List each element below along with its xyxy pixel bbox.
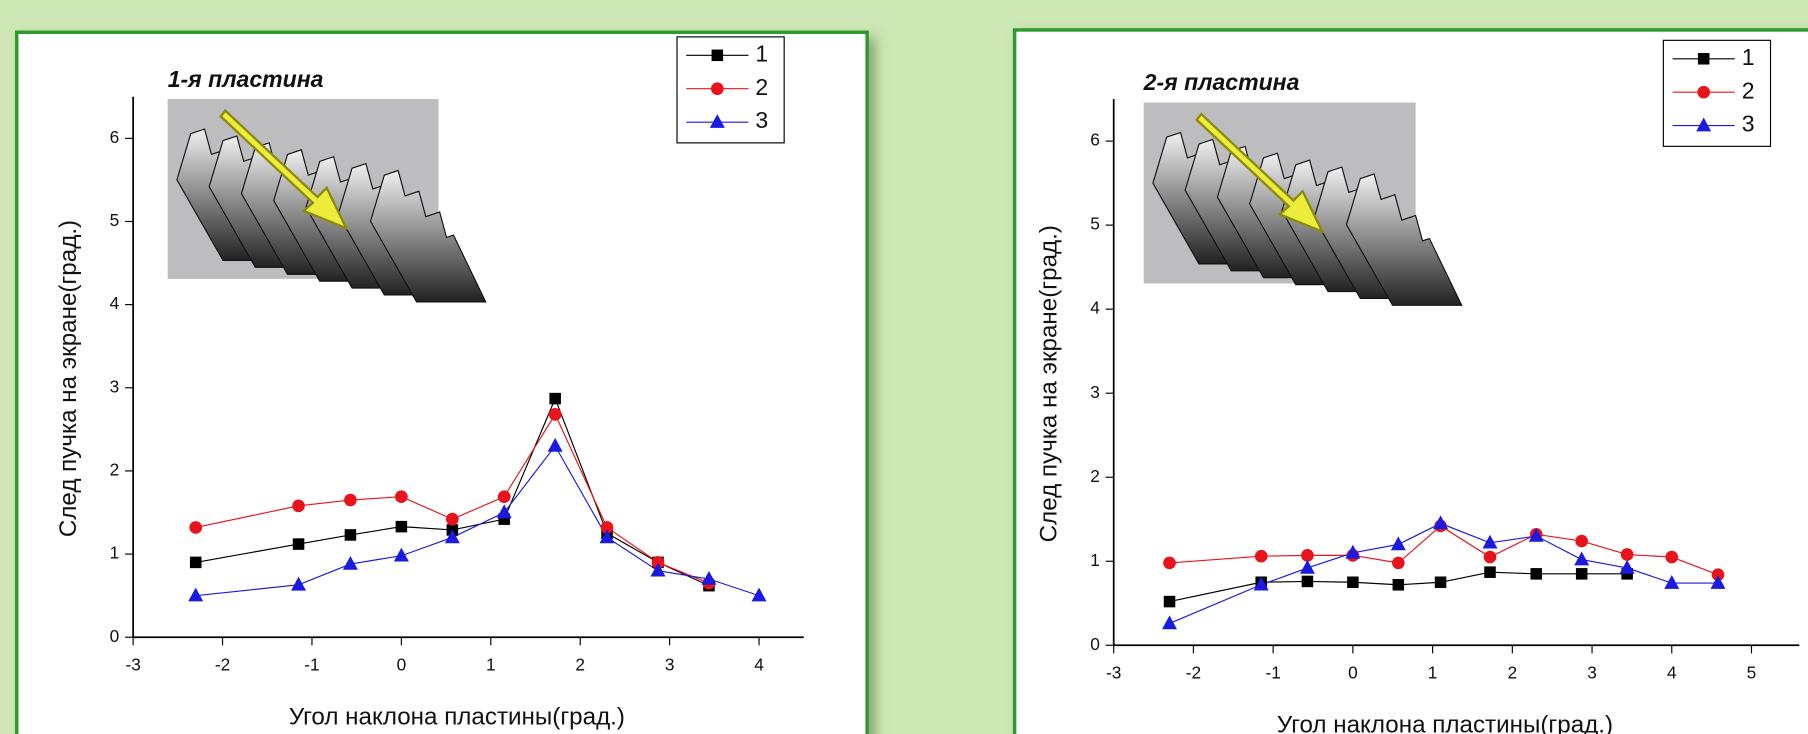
marker	[1621, 548, 1634, 561]
x-tick-label: 1	[486, 655, 496, 675]
x-tick-label: -1	[1265, 663, 1280, 683]
x-tick-label: -3	[125, 655, 140, 675]
y-tick-label: 6	[110, 127, 120, 147]
x-tick-label: 3	[665, 655, 675, 675]
x-tick-label: 2	[1508, 663, 1518, 683]
marker	[1484, 566, 1496, 578]
y-axis-label: След пучка на экране(град.)	[1036, 225, 1063, 542]
y-tick-label: 1	[1090, 550, 1100, 570]
legend-label: 1	[755, 40, 768, 66]
y-tick-label: 3	[110, 376, 120, 396]
inset-image	[168, 99, 486, 302]
page: {"chart_data": [ {"type": "line", "title…	[0, 0, 1808, 734]
legend-marker	[1698, 53, 1710, 65]
marker	[344, 494, 357, 507]
marker	[549, 393, 561, 405]
charts: -3 -2 -1 0 1 2 3 4 0 1 2 3 4 5 6 Угол наклона пластины(…	[0, 0, 1808, 734]
marker	[1484, 551, 1497, 564]
marker	[1576, 568, 1588, 580]
inset-title: 1-я пластина	[168, 66, 324, 92]
y-tick-label: 0	[1090, 634, 1100, 654]
y-axis-label: След пучка на экране(град.)	[55, 220, 82, 537]
legend-marker	[711, 82, 724, 95]
marker	[1530, 568, 1542, 580]
marker	[395, 490, 408, 503]
marker	[292, 500, 305, 513]
y-tick-label: 1	[110, 543, 120, 563]
marker	[1435, 576, 1447, 588]
x-tick-label: 4	[754, 655, 764, 675]
marker	[345, 529, 357, 541]
y-tick-label: 6	[1090, 130, 1100, 150]
legend-label: 1	[1742, 44, 1755, 70]
legend-label: 3	[755, 107, 768, 133]
marker	[1393, 579, 1405, 591]
x-tick-label: 2	[575, 655, 585, 675]
marker	[549, 408, 562, 421]
legend-label: 2	[755, 74, 768, 100]
x-axis-label: Угол наклона пластины(град.)	[289, 703, 625, 730]
legend-label: 2	[1742, 77, 1755, 103]
legend-marker	[712, 50, 724, 62]
y-tick-label: 4	[110, 293, 120, 313]
x-tick-label: 0	[397, 655, 407, 675]
x-axis-label: Угол наклона пластины(град.)	[1277, 711, 1613, 734]
x-tick-label: 1	[1428, 663, 1438, 683]
y-tick-label: 4	[1090, 298, 1100, 318]
x-tick-label: 5	[1747, 663, 1757, 683]
x-tick-label: -1	[304, 655, 319, 675]
marker	[190, 557, 202, 569]
x-tick-label: 0	[1348, 663, 1358, 683]
marker	[1347, 576, 1359, 588]
y-tick-label: 2	[110, 459, 120, 479]
marker	[1392, 557, 1405, 570]
x-tick-label: -2	[1186, 663, 1201, 683]
marker	[189, 521, 202, 534]
marker	[446, 513, 459, 526]
x-tick-label: -3	[1106, 663, 1121, 683]
y-tick-label: 0	[110, 626, 120, 646]
y-tick-label: 5	[1090, 214, 1100, 234]
marker	[498, 490, 511, 503]
marker	[293, 538, 305, 550]
marker	[1163, 557, 1176, 570]
x-tick-label: -2	[215, 655, 230, 675]
x-tick-label: 3	[1587, 663, 1597, 683]
y-tick-label: 3	[1090, 382, 1100, 402]
inset-title: 2-я пластина	[1143, 69, 1300, 95]
marker	[1665, 551, 1678, 564]
marker	[396, 521, 408, 533]
marker	[1255, 550, 1268, 563]
legend-marker	[1697, 86, 1710, 99]
marker	[1302, 576, 1314, 588]
legend-label: 3	[1742, 111, 1755, 137]
y-tick-label: 5	[110, 210, 120, 230]
marker	[1575, 535, 1588, 548]
marker	[1301, 549, 1314, 562]
marker	[1164, 596, 1176, 608]
y-tick-label: 2	[1090, 466, 1100, 486]
inset-image	[1144, 103, 1462, 306]
x-tick-label: 4	[1667, 663, 1677, 683]
